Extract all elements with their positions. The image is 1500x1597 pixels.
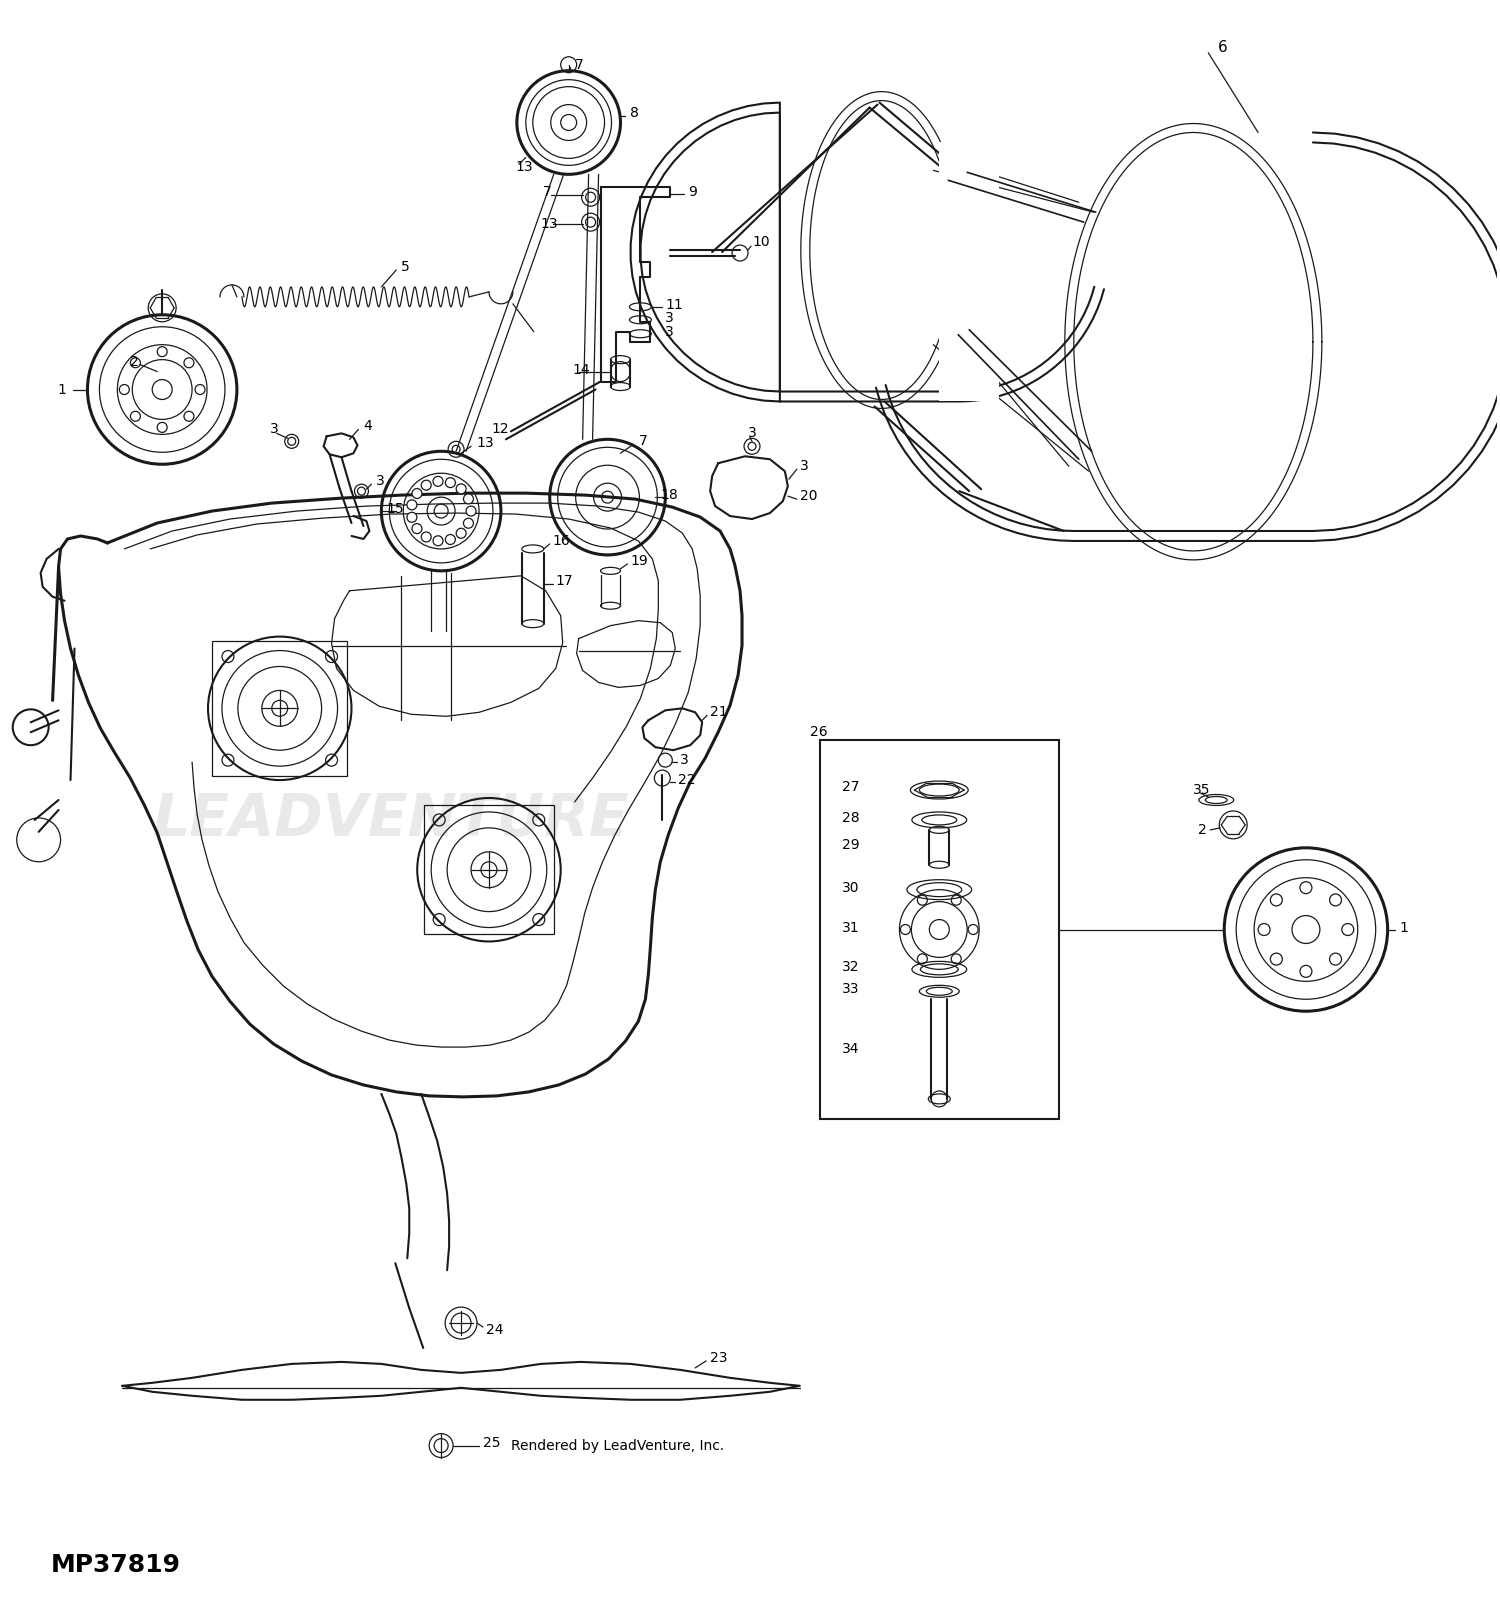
Text: LEADVENTURE: LEADVENTURE <box>153 792 630 848</box>
Text: 3: 3 <box>270 422 279 436</box>
Text: 7: 7 <box>543 185 552 200</box>
Circle shape <box>464 519 474 529</box>
Text: 2: 2 <box>130 355 140 369</box>
Text: 35: 35 <box>1194 783 1210 797</box>
Text: 33: 33 <box>842 982 860 997</box>
Text: 5: 5 <box>402 260 410 275</box>
Text: 24: 24 <box>486 1322 504 1337</box>
Text: 7: 7 <box>639 434 646 449</box>
Text: 20: 20 <box>800 489 818 503</box>
Text: 28: 28 <box>842 811 860 826</box>
Text: 21: 21 <box>710 706 728 719</box>
Text: 19: 19 <box>630 554 648 569</box>
Text: 25: 25 <box>483 1436 501 1450</box>
Text: 23: 23 <box>710 1351 728 1365</box>
Circle shape <box>433 476 442 487</box>
Circle shape <box>406 513 417 522</box>
Text: 3: 3 <box>666 324 674 339</box>
Text: 31: 31 <box>842 920 860 934</box>
Text: 6: 6 <box>1218 40 1228 56</box>
Text: 15: 15 <box>387 501 404 516</box>
Text: 13: 13 <box>542 217 558 232</box>
Text: 26: 26 <box>810 725 828 739</box>
Text: 27: 27 <box>842 779 860 794</box>
Text: 22: 22 <box>678 773 696 787</box>
Text: 12: 12 <box>490 422 508 436</box>
Circle shape <box>446 478 456 487</box>
Text: 17: 17 <box>555 573 573 588</box>
Text: 1: 1 <box>57 383 66 396</box>
Text: 7: 7 <box>574 57 584 72</box>
Bar <box>211 640 348 776</box>
Text: 9: 9 <box>688 185 698 200</box>
Text: 32: 32 <box>842 960 860 974</box>
Text: 13: 13 <box>516 160 534 174</box>
Text: 1: 1 <box>1400 920 1408 934</box>
Bar <box>424 805 554 934</box>
Text: MP37819: MP37819 <box>51 1554 180 1578</box>
Text: 8: 8 <box>630 105 639 120</box>
Text: 30: 30 <box>842 880 860 894</box>
Circle shape <box>413 524 422 533</box>
Text: 3: 3 <box>681 754 688 767</box>
Circle shape <box>406 500 417 509</box>
Text: 3: 3 <box>748 426 758 441</box>
Circle shape <box>433 537 442 546</box>
Text: 16: 16 <box>552 533 570 548</box>
Bar <box>819 741 1059 1119</box>
Text: 14: 14 <box>573 363 591 377</box>
Polygon shape <box>939 142 999 401</box>
Text: Rendered by LeadVenture, Inc.: Rendered by LeadVenture, Inc. <box>512 1439 724 1453</box>
Circle shape <box>456 529 466 538</box>
Text: 13: 13 <box>476 436 494 450</box>
Text: 34: 34 <box>842 1043 860 1056</box>
Text: 29: 29 <box>842 838 860 851</box>
Circle shape <box>456 484 466 493</box>
Circle shape <box>413 489 422 498</box>
Circle shape <box>422 532 430 541</box>
Text: 11: 11 <box>666 297 682 311</box>
Text: 4: 4 <box>363 420 372 433</box>
Text: 3: 3 <box>376 474 386 489</box>
Circle shape <box>464 493 474 505</box>
Text: 3: 3 <box>800 460 808 473</box>
Text: 2: 2 <box>1198 822 1208 837</box>
Circle shape <box>466 506 476 516</box>
Text: 18: 18 <box>660 489 678 501</box>
Text: 10: 10 <box>752 235 770 249</box>
Text: 3: 3 <box>666 311 674 324</box>
Circle shape <box>446 535 456 545</box>
Circle shape <box>422 481 430 490</box>
